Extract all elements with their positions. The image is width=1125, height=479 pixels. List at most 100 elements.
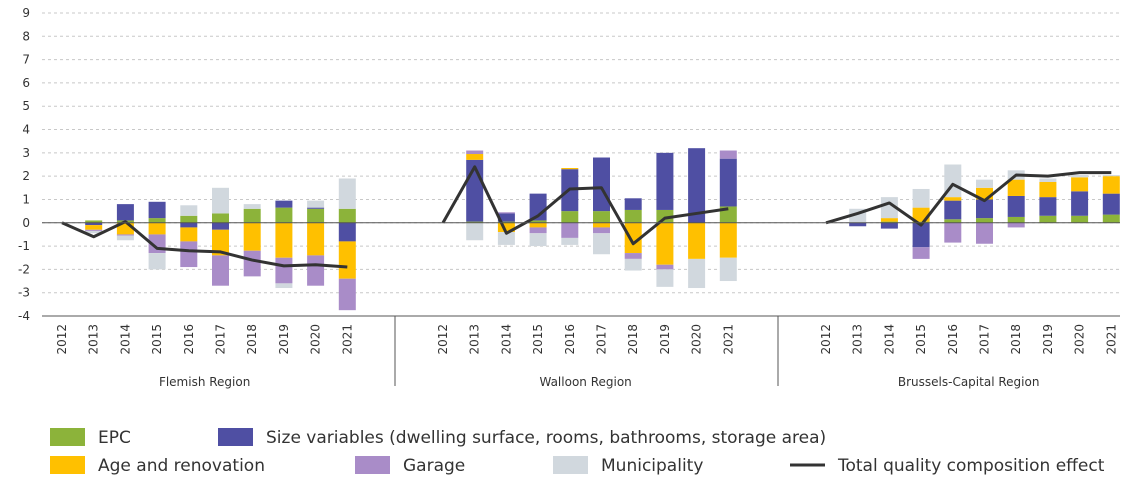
x-tick-label: 2019 bbox=[1041, 324, 1055, 355]
bar-segment bbox=[338, 278, 356, 311]
bar-segment bbox=[212, 229, 229, 256]
x-tick-label: 2021 bbox=[340, 324, 354, 355]
bar-segment bbox=[688, 258, 706, 289]
bar-segment bbox=[338, 178, 356, 209]
y-tick-label: 1 bbox=[22, 192, 30, 206]
bar-segment bbox=[1102, 214, 1120, 223]
x-tick-label: 2021 bbox=[721, 324, 735, 355]
y-tick-label: 4 bbox=[22, 123, 30, 137]
total-line bbox=[825, 171, 1112, 227]
y-tick-label: 9 bbox=[22, 6, 30, 20]
x-tick-label: 2015 bbox=[150, 324, 164, 355]
bar-segment bbox=[624, 222, 642, 254]
bar-segment bbox=[275, 207, 293, 223]
bar-segment bbox=[593, 227, 610, 234]
bar-segment bbox=[593, 233, 610, 255]
bar-segment bbox=[180, 205, 198, 216]
x-tick-label: 2021 bbox=[1104, 324, 1118, 355]
x-tick-label: 2020 bbox=[1073, 324, 1087, 355]
group-label: Flemish Region bbox=[159, 375, 250, 389]
bar-segment bbox=[656, 152, 674, 210]
bar-segment bbox=[243, 250, 261, 277]
bar-segment bbox=[719, 158, 737, 207]
legend-label: Municipality bbox=[601, 456, 703, 476]
x-tick-label: 2019 bbox=[658, 324, 672, 355]
bar-segment bbox=[976, 199, 993, 219]
y-tick-label: 3 bbox=[22, 146, 30, 160]
bar-segment bbox=[976, 187, 993, 200]
bar-segment bbox=[561, 167, 579, 170]
x-tick-label: 2020 bbox=[309, 324, 323, 355]
bar-segment bbox=[880, 197, 898, 219]
bar-segment bbox=[212, 187, 229, 214]
bar-segment bbox=[719, 257, 737, 282]
y-tick-label: -2 bbox=[18, 262, 30, 276]
bar-segment bbox=[180, 215, 198, 223]
bar-segment bbox=[212, 213, 229, 223]
y-tick-label: 2 bbox=[22, 169, 30, 183]
bar-segment bbox=[529, 227, 547, 234]
bar-segment bbox=[85, 220, 103, 223]
bar-segment bbox=[180, 222, 198, 228]
bar-segment bbox=[656, 269, 674, 287]
y-tick-label: -1 bbox=[18, 239, 30, 253]
x-tick-label: 2016 bbox=[563, 324, 577, 355]
bar-segment bbox=[180, 241, 198, 268]
legend-swatch bbox=[355, 456, 390, 474]
bar-segment bbox=[1007, 222, 1025, 228]
bar-segment bbox=[1102, 176, 1120, 194]
x-tick-label: 2018 bbox=[1009, 324, 1023, 355]
bar-segment bbox=[212, 222, 229, 230]
legend-label: EPC bbox=[98, 428, 131, 448]
bar-segment bbox=[1071, 177, 1089, 192]
x-tick-label: 2013 bbox=[468, 324, 482, 355]
bar-segment bbox=[466, 150, 484, 155]
x-tick-label: 2013 bbox=[851, 324, 865, 355]
bar-segment bbox=[880, 218, 898, 222]
x-tick-label: 2017 bbox=[214, 324, 228, 355]
bar-segment bbox=[944, 197, 962, 201]
bar-segment bbox=[307, 208, 325, 223]
legend-swatch bbox=[50, 428, 85, 446]
bar-segment bbox=[85, 230, 103, 234]
bar-segment bbox=[1007, 179, 1025, 196]
bar-segment bbox=[243, 222, 261, 251]
x-tick-label: 2014 bbox=[499, 324, 513, 355]
bar-segment bbox=[593, 222, 610, 228]
x-tick-label: 2016 bbox=[946, 324, 960, 355]
bar-segment bbox=[561, 211, 579, 223]
bar-segment bbox=[116, 235, 134, 241]
bar-segment bbox=[1007, 216, 1025, 223]
bar-segment bbox=[688, 222, 706, 259]
bar-segment bbox=[338, 241, 356, 279]
bar-segment bbox=[275, 283, 293, 289]
x-tick-label: 2015 bbox=[531, 324, 545, 355]
bar-segment bbox=[338, 208, 356, 223]
bar-segment bbox=[275, 257, 293, 284]
bar-segment bbox=[688, 148, 706, 223]
bar-segment bbox=[529, 220, 547, 223]
x-tick-label: 2019 bbox=[277, 324, 291, 355]
x-tick-label: 2017 bbox=[595, 324, 609, 355]
bar-segment bbox=[944, 219, 962, 223]
bar-segment bbox=[719, 150, 737, 159]
bar-segment bbox=[976, 179, 993, 188]
x-tick-label: 2017 bbox=[978, 324, 992, 355]
bar-segment bbox=[307, 200, 325, 208]
bar-segment bbox=[1039, 181, 1057, 198]
x-tick-label: 2015 bbox=[914, 324, 928, 355]
bar-segment bbox=[912, 188, 930, 208]
y-tick-label: 7 bbox=[22, 53, 30, 67]
bar-segment bbox=[85, 225, 103, 230]
bar-segment bbox=[180, 227, 198, 242]
bar-segment bbox=[307, 222, 325, 256]
legend-label: Age and renovation bbox=[98, 456, 265, 476]
bar-segment bbox=[1039, 178, 1057, 182]
bar-segment bbox=[497, 222, 515, 233]
y-tick-label: -4 bbox=[18, 309, 30, 323]
bar-segment bbox=[338, 222, 356, 242]
bar-segment bbox=[243, 204, 261, 209]
bar-segment bbox=[466, 222, 484, 241]
total-line bbox=[441, 165, 729, 246]
